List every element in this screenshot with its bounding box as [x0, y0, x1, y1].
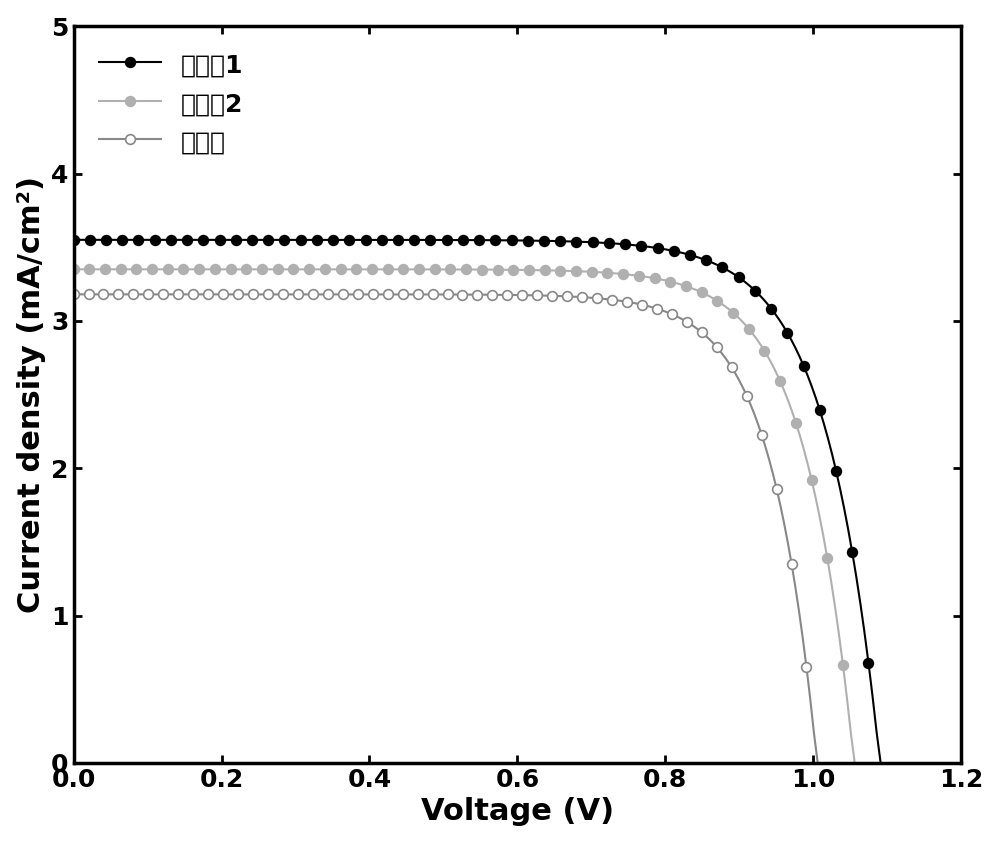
实施例2 — [213, 264, 225, 274]
实施例2 — [99, 264, 111, 274]
对比例 — [206, 289, 218, 299]
X-axis label: Voltage (V): Voltage (V) — [421, 797, 614, 826]
实施例1 — [68, 234, 80, 244]
对比例 — [748, 409, 760, 419]
对比例 — [97, 289, 109, 299]
实施例2 — [68, 264, 80, 274]
Y-axis label: Current density (mA/cm²): Current density (mA/cm²) — [17, 176, 46, 613]
Line: 实施例2: 实施例2 — [69, 265, 860, 768]
对比例 — [68, 289, 80, 299]
实施例2 — [115, 264, 127, 274]
对比例 — [266, 289, 278, 299]
实施例1 — [834, 484, 846, 494]
对比例 — [812, 758, 824, 768]
Line: 实施例1: 实施例1 — [69, 235, 886, 768]
Legend: 实施例1, 实施例2, 对比例: 实施例1, 实施例2, 对比例 — [86, 39, 256, 168]
实施例1 — [806, 381, 818, 391]
实施例1 — [116, 234, 128, 244]
实施例2 — [809, 492, 821, 502]
实施例1 — [218, 234, 230, 244]
实施例2 — [276, 264, 288, 274]
对比例 — [774, 500, 786, 510]
Line: 对比例: 对比例 — [69, 289, 823, 768]
实施例2 — [782, 395, 794, 405]
实施例2 — [849, 758, 861, 768]
实施例1 — [875, 758, 887, 768]
实施例1 — [100, 234, 112, 244]
实施例1 — [283, 234, 295, 244]
对比例 — [112, 289, 124, 299]
